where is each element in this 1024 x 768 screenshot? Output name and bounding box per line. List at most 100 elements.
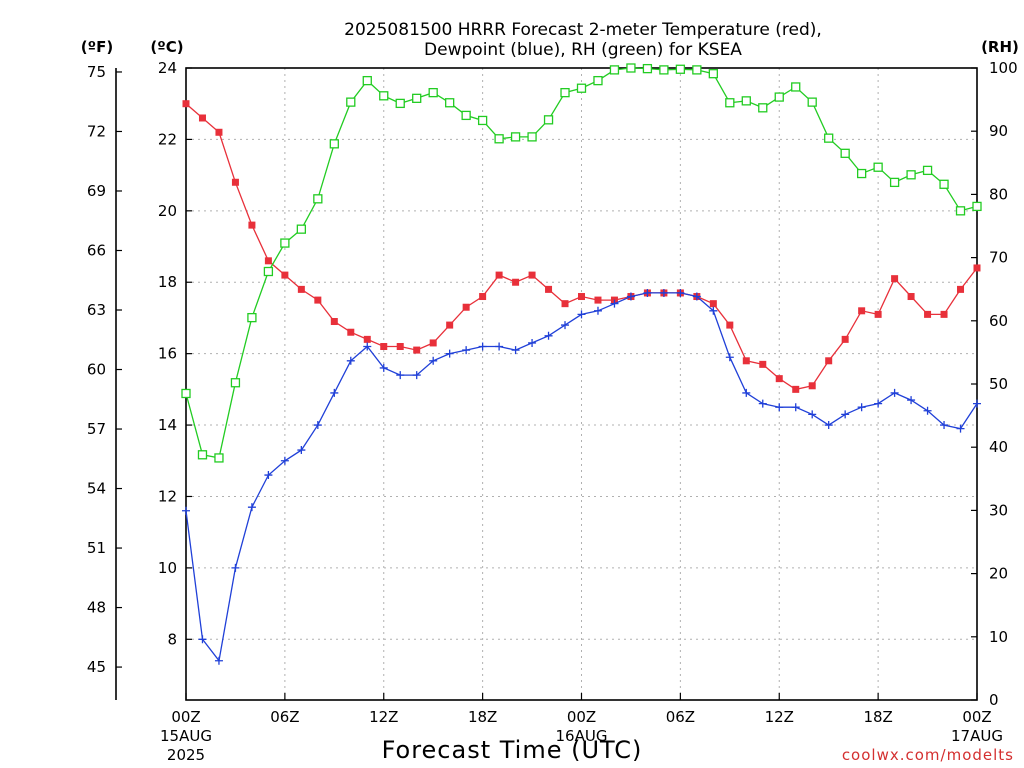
celsius-tick-label: 16 bbox=[158, 345, 177, 363]
data-point-dewpoint bbox=[923, 406, 932, 415]
data-point-rh bbox=[313, 194, 323, 204]
data-point-dewpoint bbox=[280, 456, 289, 465]
data-point-rh bbox=[725, 98, 735, 108]
data-point-dewpoint bbox=[907, 396, 916, 405]
fahrenheit-tick-label: 60 bbox=[87, 361, 106, 379]
data-point-dewpoint bbox=[973, 399, 981, 408]
data-point-rh bbox=[791, 82, 801, 92]
rh-tick-label: 50 bbox=[989, 375, 1008, 393]
data-point-dewpoint bbox=[429, 356, 438, 365]
data-point-rh bbox=[412, 93, 422, 103]
data-point-temperature bbox=[198, 114, 206, 122]
data-point-rh bbox=[692, 65, 702, 75]
rh-tick-label: 40 bbox=[989, 438, 1008, 456]
data-point-temperature bbox=[808, 382, 816, 390]
data-point-dewpoint bbox=[610, 299, 619, 308]
data-point-rh bbox=[593, 75, 603, 86]
series bbox=[181, 63, 982, 665]
data-point-rh bbox=[807, 97, 817, 107]
chart-title-line1: 2025081500 HRRR Forecast 2-meter Tempera… bbox=[344, 20, 822, 40]
series-temperature bbox=[182, 100, 981, 393]
data-point-temperature bbox=[874, 310, 882, 318]
data-point-rh bbox=[329, 139, 339, 149]
tick-labels: 8 10 12 14 16 18 20 22 24 45 48 51 54 57 60 63 66 69 72 75 0… bbox=[87, 59, 1018, 764]
x-tick-label: 18Z bbox=[468, 708, 497, 726]
data-point-rh bbox=[445, 98, 455, 108]
rh-tick-label: 0 bbox=[989, 691, 999, 709]
x-tick-label: 06Z bbox=[270, 708, 299, 726]
data-point-dewpoint bbox=[659, 288, 668, 297]
data-point-rh bbox=[642, 63, 653, 74]
data-point-rh bbox=[856, 168, 867, 179]
data-point-dewpoint bbox=[692, 292, 701, 301]
celsius-tick-label: 20 bbox=[158, 202, 177, 220]
data-point-temperature bbox=[726, 321, 734, 329]
data-point-temperature bbox=[281, 271, 289, 279]
rh-tick-label: 30 bbox=[989, 501, 1008, 519]
data-point-rh bbox=[461, 110, 471, 121]
x-tick-label: 12Z bbox=[765, 708, 794, 726]
rh-tick-label: 90 bbox=[989, 122, 1008, 140]
series-rh bbox=[181, 63, 982, 463]
data-point-dewpoint bbox=[379, 363, 388, 372]
data-point-rh bbox=[774, 92, 784, 102]
data-point-temperature bbox=[924, 310, 932, 318]
data-point-rh bbox=[609, 65, 620, 75]
data-point-temperature bbox=[709, 300, 717, 308]
data-point-temperature bbox=[396, 343, 404, 351]
data-point-temperature bbox=[545, 285, 553, 293]
data-point-temperature bbox=[462, 303, 470, 311]
data-point-temperature bbox=[528, 271, 536, 279]
data-point-dewpoint bbox=[593, 306, 602, 315]
x-tick-label: 18Z bbox=[863, 708, 892, 726]
x-tick-date-label: 17AUG bbox=[951, 727, 1003, 745]
series-dewpoint bbox=[182, 288, 981, 665]
data-point-rh bbox=[362, 75, 372, 86]
data-point-temperature bbox=[314, 296, 322, 304]
data-point-rh bbox=[346, 97, 356, 107]
data-point-rh bbox=[708, 69, 718, 79]
fahrenheit-tick-label: 72 bbox=[87, 122, 106, 140]
data-point-dewpoint bbox=[544, 331, 553, 340]
data-point-dewpoint bbox=[857, 403, 866, 412]
data-point-dewpoint bbox=[626, 292, 635, 301]
data-point-rh bbox=[955, 206, 966, 216]
data-point-dewpoint bbox=[824, 421, 833, 430]
data-point-dewpoint bbox=[890, 388, 899, 397]
data-point-temperature bbox=[231, 178, 239, 186]
data-point-dewpoint bbox=[742, 388, 751, 397]
rh-tick-label: 100 bbox=[989, 59, 1018, 77]
x-tick-label: 00Z bbox=[962, 708, 991, 726]
data-point-temperature bbox=[775, 375, 783, 383]
x-tick-label: 12Z bbox=[369, 708, 398, 726]
data-point-temperature bbox=[759, 360, 767, 368]
data-point-rh bbox=[296, 224, 307, 234]
data-point-dewpoint bbox=[363, 342, 372, 351]
celsius-tick-label: 10 bbox=[158, 559, 177, 577]
data-point-temperature bbox=[479, 293, 487, 301]
data-point-dewpoint bbox=[182, 506, 190, 515]
data-point-temperature bbox=[248, 221, 256, 229]
data-point-dewpoint bbox=[214, 656, 223, 665]
fahrenheit-tick-label: 51 bbox=[87, 539, 106, 557]
data-point-rh bbox=[510, 132, 521, 142]
data-point-temperature bbox=[578, 293, 585, 301]
x-tick-label: 00Z bbox=[171, 708, 200, 726]
data-point-temperature bbox=[330, 318, 338, 326]
data-point-dewpoint bbox=[478, 342, 487, 351]
data-point-dewpoint bbox=[462, 346, 471, 355]
data-point-rh bbox=[659, 65, 669, 75]
axes bbox=[115, 67, 978, 701]
fahrenheit-tick-label: 48 bbox=[87, 599, 106, 617]
data-point-dewpoint bbox=[396, 371, 405, 380]
data-point-rh bbox=[741, 96, 751, 106]
data-point-dewpoint bbox=[725, 353, 734, 362]
data-point-rh bbox=[840, 148, 850, 158]
data-point-dewpoint bbox=[511, 346, 520, 355]
data-point-dewpoint bbox=[577, 310, 586, 319]
x-tick-date-label: 16AUG bbox=[556, 727, 608, 745]
data-point-dewpoint bbox=[709, 306, 718, 315]
data-point-dewpoint bbox=[841, 410, 850, 419]
data-point-dewpoint bbox=[198, 635, 207, 644]
source-credit: coolwx.com/modelts bbox=[842, 746, 1014, 764]
